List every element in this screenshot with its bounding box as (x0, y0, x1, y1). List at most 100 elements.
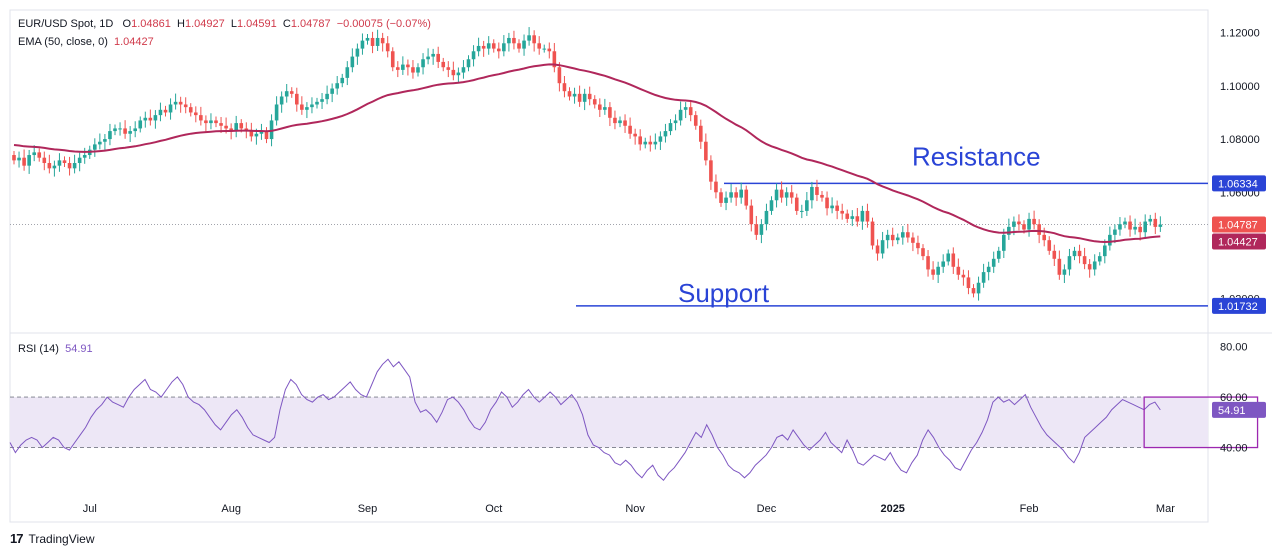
candle-body (295, 93, 299, 105)
candle-body (693, 115, 698, 126)
ema-tag: 1.04427 (1218, 237, 1258, 249)
candle-body (673, 120, 678, 124)
time-tick-label: Sep (358, 503, 378, 515)
candle-body (183, 104, 188, 108)
candle-body (37, 152, 42, 158)
candle-body (865, 210, 870, 222)
candle-body (421, 59, 425, 68)
candle-body (1113, 229, 1117, 235)
candle-body (931, 269, 935, 275)
candle-body (466, 59, 471, 68)
candle-body (188, 107, 193, 113)
candle-body (991, 258, 996, 267)
change-value: −0.00075 (−0.07%) (336, 18, 431, 30)
candle-body (229, 128, 233, 132)
candle-body (794, 197, 799, 211)
candle-body (577, 93, 582, 102)
candle-body (906, 232, 910, 238)
annotations: Resistance Support (678, 141, 1041, 307)
candle-body (365, 37, 370, 41)
candle-body (214, 120, 218, 124)
candle-body (451, 69, 456, 76)
candle-body (784, 192, 789, 198)
candle-body (724, 197, 728, 203)
candle-body (355, 48, 360, 57)
candle-body (1012, 221, 1016, 227)
candle-body (507, 37, 511, 44)
candle-body (1057, 258, 1062, 275)
candle-body (1077, 250, 1082, 257)
candle-body (178, 101, 183, 105)
ema-legend[interactable]: EMA (50, close, 0) 1.04427 (18, 36, 154, 48)
candle-body (12, 155, 16, 161)
candle-body (72, 163, 77, 169)
ema-line (13, 63, 1161, 244)
resistance-tag: 1.06334 (1218, 178, 1258, 190)
time-tick-label: Mar (1156, 503, 1175, 515)
candle-body (138, 120, 143, 129)
price-axis[interactable]: 1.120001.100001.080001.060001.040001.020… (1220, 28, 1260, 306)
candle-body (153, 115, 158, 121)
symbol-label[interactable]: EUR/USD Spot, 1D (18, 18, 114, 30)
support-tag: 1.01732 (1218, 301, 1258, 313)
last-price-tag: 1.04787 (1218, 220, 1258, 232)
candle-body (810, 186, 814, 201)
candle-body (936, 266, 940, 275)
candle-body (441, 61, 446, 68)
candle-body (1103, 245, 1107, 257)
high-label: H (177, 18, 185, 30)
candle-body (542, 48, 547, 50)
candle-body (688, 107, 693, 116)
time-axis[interactable]: Jul Aug Sep Oct Nov Dec 2025 Feb Mar (83, 503, 1175, 515)
candle-body (375, 37, 380, 46)
candle-body (1118, 224, 1122, 230)
candle-body (1067, 256, 1072, 270)
candle-body (1017, 221, 1021, 225)
candle-body (199, 115, 203, 121)
candle-body (603, 107, 607, 110)
candle-body (1128, 221, 1132, 230)
candle-body (330, 88, 334, 94)
candle-body (380, 37, 385, 44)
candle-body (1138, 226, 1142, 233)
candle-body (158, 109, 163, 116)
symbol-ohlc-legend[interactable]: EUR/USD Spot, 1D O1.04861 H1.04927 L1.04… (18, 18, 431, 30)
rsi-line (9, 358, 1259, 482)
rsi-legend[interactable]: RSI (14) 54.91 (18, 343, 93, 355)
candle-body (385, 43, 390, 52)
ema-label[interactable]: EMA (50, close, 0) (18, 36, 108, 48)
candle-body (875, 245, 880, 254)
candle-body (315, 101, 319, 105)
rsi-highlight-box (1143, 396, 1259, 449)
candle-body (350, 56, 355, 68)
rsi-axis[interactable]: 80.00 60.00 40.00 (1220, 342, 1248, 455)
candle-body (32, 152, 36, 156)
candle-body (502, 43, 506, 52)
candle-body (254, 133, 259, 137)
candle-body (996, 250, 1001, 259)
candle-body (340, 77, 345, 84)
time-tick-label: Jul (83, 503, 97, 515)
rsi-polyline (9, 358, 1161, 482)
candle-body (820, 194, 824, 198)
candle-body (911, 237, 915, 243)
candle-body (946, 253, 951, 262)
tradingview-logo[interactable]: 17 TradingView (10, 531, 95, 546)
candle-body (648, 141, 653, 145)
candle-body (749, 205, 754, 225)
candle-body (966, 277, 971, 289)
candle-body (108, 131, 112, 140)
candle-body (486, 43, 491, 49)
candle-body (1037, 224, 1041, 235)
ema-polyline (13, 63, 1161, 244)
candle-body (401, 64, 405, 70)
candle-body (456, 72, 461, 76)
candle-body (537, 43, 541, 49)
candle-body (264, 131, 269, 140)
candle-body (103, 139, 107, 142)
candle-body (279, 96, 284, 105)
rsi-label[interactable]: RSI (14) (18, 343, 59, 355)
candle-body (658, 136, 663, 142)
candle-body (1072, 250, 1077, 257)
